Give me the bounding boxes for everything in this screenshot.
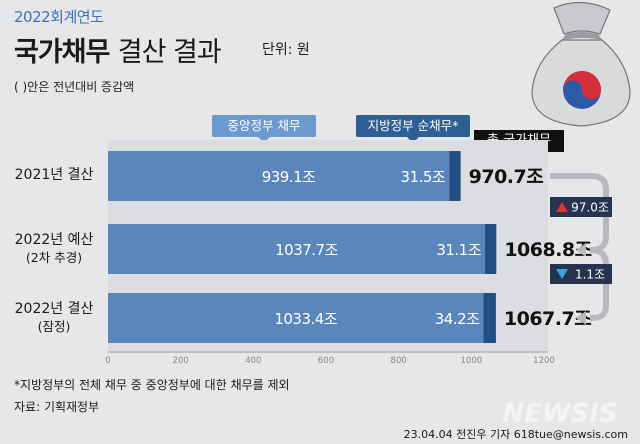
bar-local — [449, 151, 461, 201]
bar-central — [108, 151, 450, 201]
bar-central — [108, 224, 486, 274]
watermark: NEWSIS — [502, 399, 617, 429]
taegeuk-emblem-icon — [563, 71, 601, 109]
x-tick-label: 600 — [318, 356, 334, 366]
category-label: 2021년 결산 — [14, 167, 94, 183]
x-tick-label: 1000 — [461, 356, 483, 366]
credit: 23.04.04 전진우 기자 618tue@newsis.com — [403, 428, 628, 441]
total-label: 970.7조 — [469, 166, 544, 188]
change-label: 1.1조 — [575, 268, 605, 282]
change-label: 97.0조 — [571, 201, 609, 215]
category-label: 2022년 예산 (2차 추경) — [14, 232, 94, 265]
subtitle: 2022회계연도 — [14, 8, 104, 26]
x-tick-label: 200 — [173, 356, 189, 366]
money-bag-icon — [531, 1, 631, 127]
bar-local — [485, 224, 497, 274]
footnote: *지방정부의 전체 채무 중 중앙정부에 대한 채무를 제외 — [14, 378, 290, 392]
x-tick-label: 800 — [391, 356, 407, 366]
source: 자료: 기획재정부 — [14, 400, 100, 414]
arrow-down-icon — [556, 269, 568, 279]
total-label: 1068.8조 — [504, 239, 591, 261]
unit-label: 단위: 원 — [262, 42, 310, 58]
bar-local-label: 34.2조 — [435, 310, 480, 328]
category-label: 2022년 결산 (잠정) — [14, 301, 94, 334]
x-tick-label: 1200 — [533, 356, 555, 366]
legend-local: 지방정부 순채무* — [356, 115, 470, 143]
bar-local-label: 31.5조 — [401, 168, 446, 186]
x-tick-label: 0 — [105, 356, 110, 366]
title-light: 결산 결과 — [117, 37, 222, 68]
bar-central-label: 1037.7조 — [275, 241, 338, 259]
paren-note: ( )안은 전년대비 증감액 — [14, 80, 135, 94]
bar-local — [483, 293, 496, 343]
bar-central-label: 939.1조 — [262, 168, 316, 186]
connector-arrow-2 — [576, 311, 586, 325]
x-tick-label: 400 — [245, 356, 261, 366]
connector-2 — [589, 247, 609, 321]
title-bold: 국가채무 — [14, 37, 110, 68]
page-title: 국가채무 결산 결과 — [14, 30, 222, 69]
connector-arrow-1 — [576, 243, 586, 257]
bar-central — [108, 293, 484, 343]
total-label: 1067.7조 — [504, 308, 591, 330]
bar-central-label: 1033.4조 — [274, 310, 337, 328]
bar-local-label: 31.1조 — [436, 241, 481, 259]
arrow-up-icon — [556, 202, 568, 212]
